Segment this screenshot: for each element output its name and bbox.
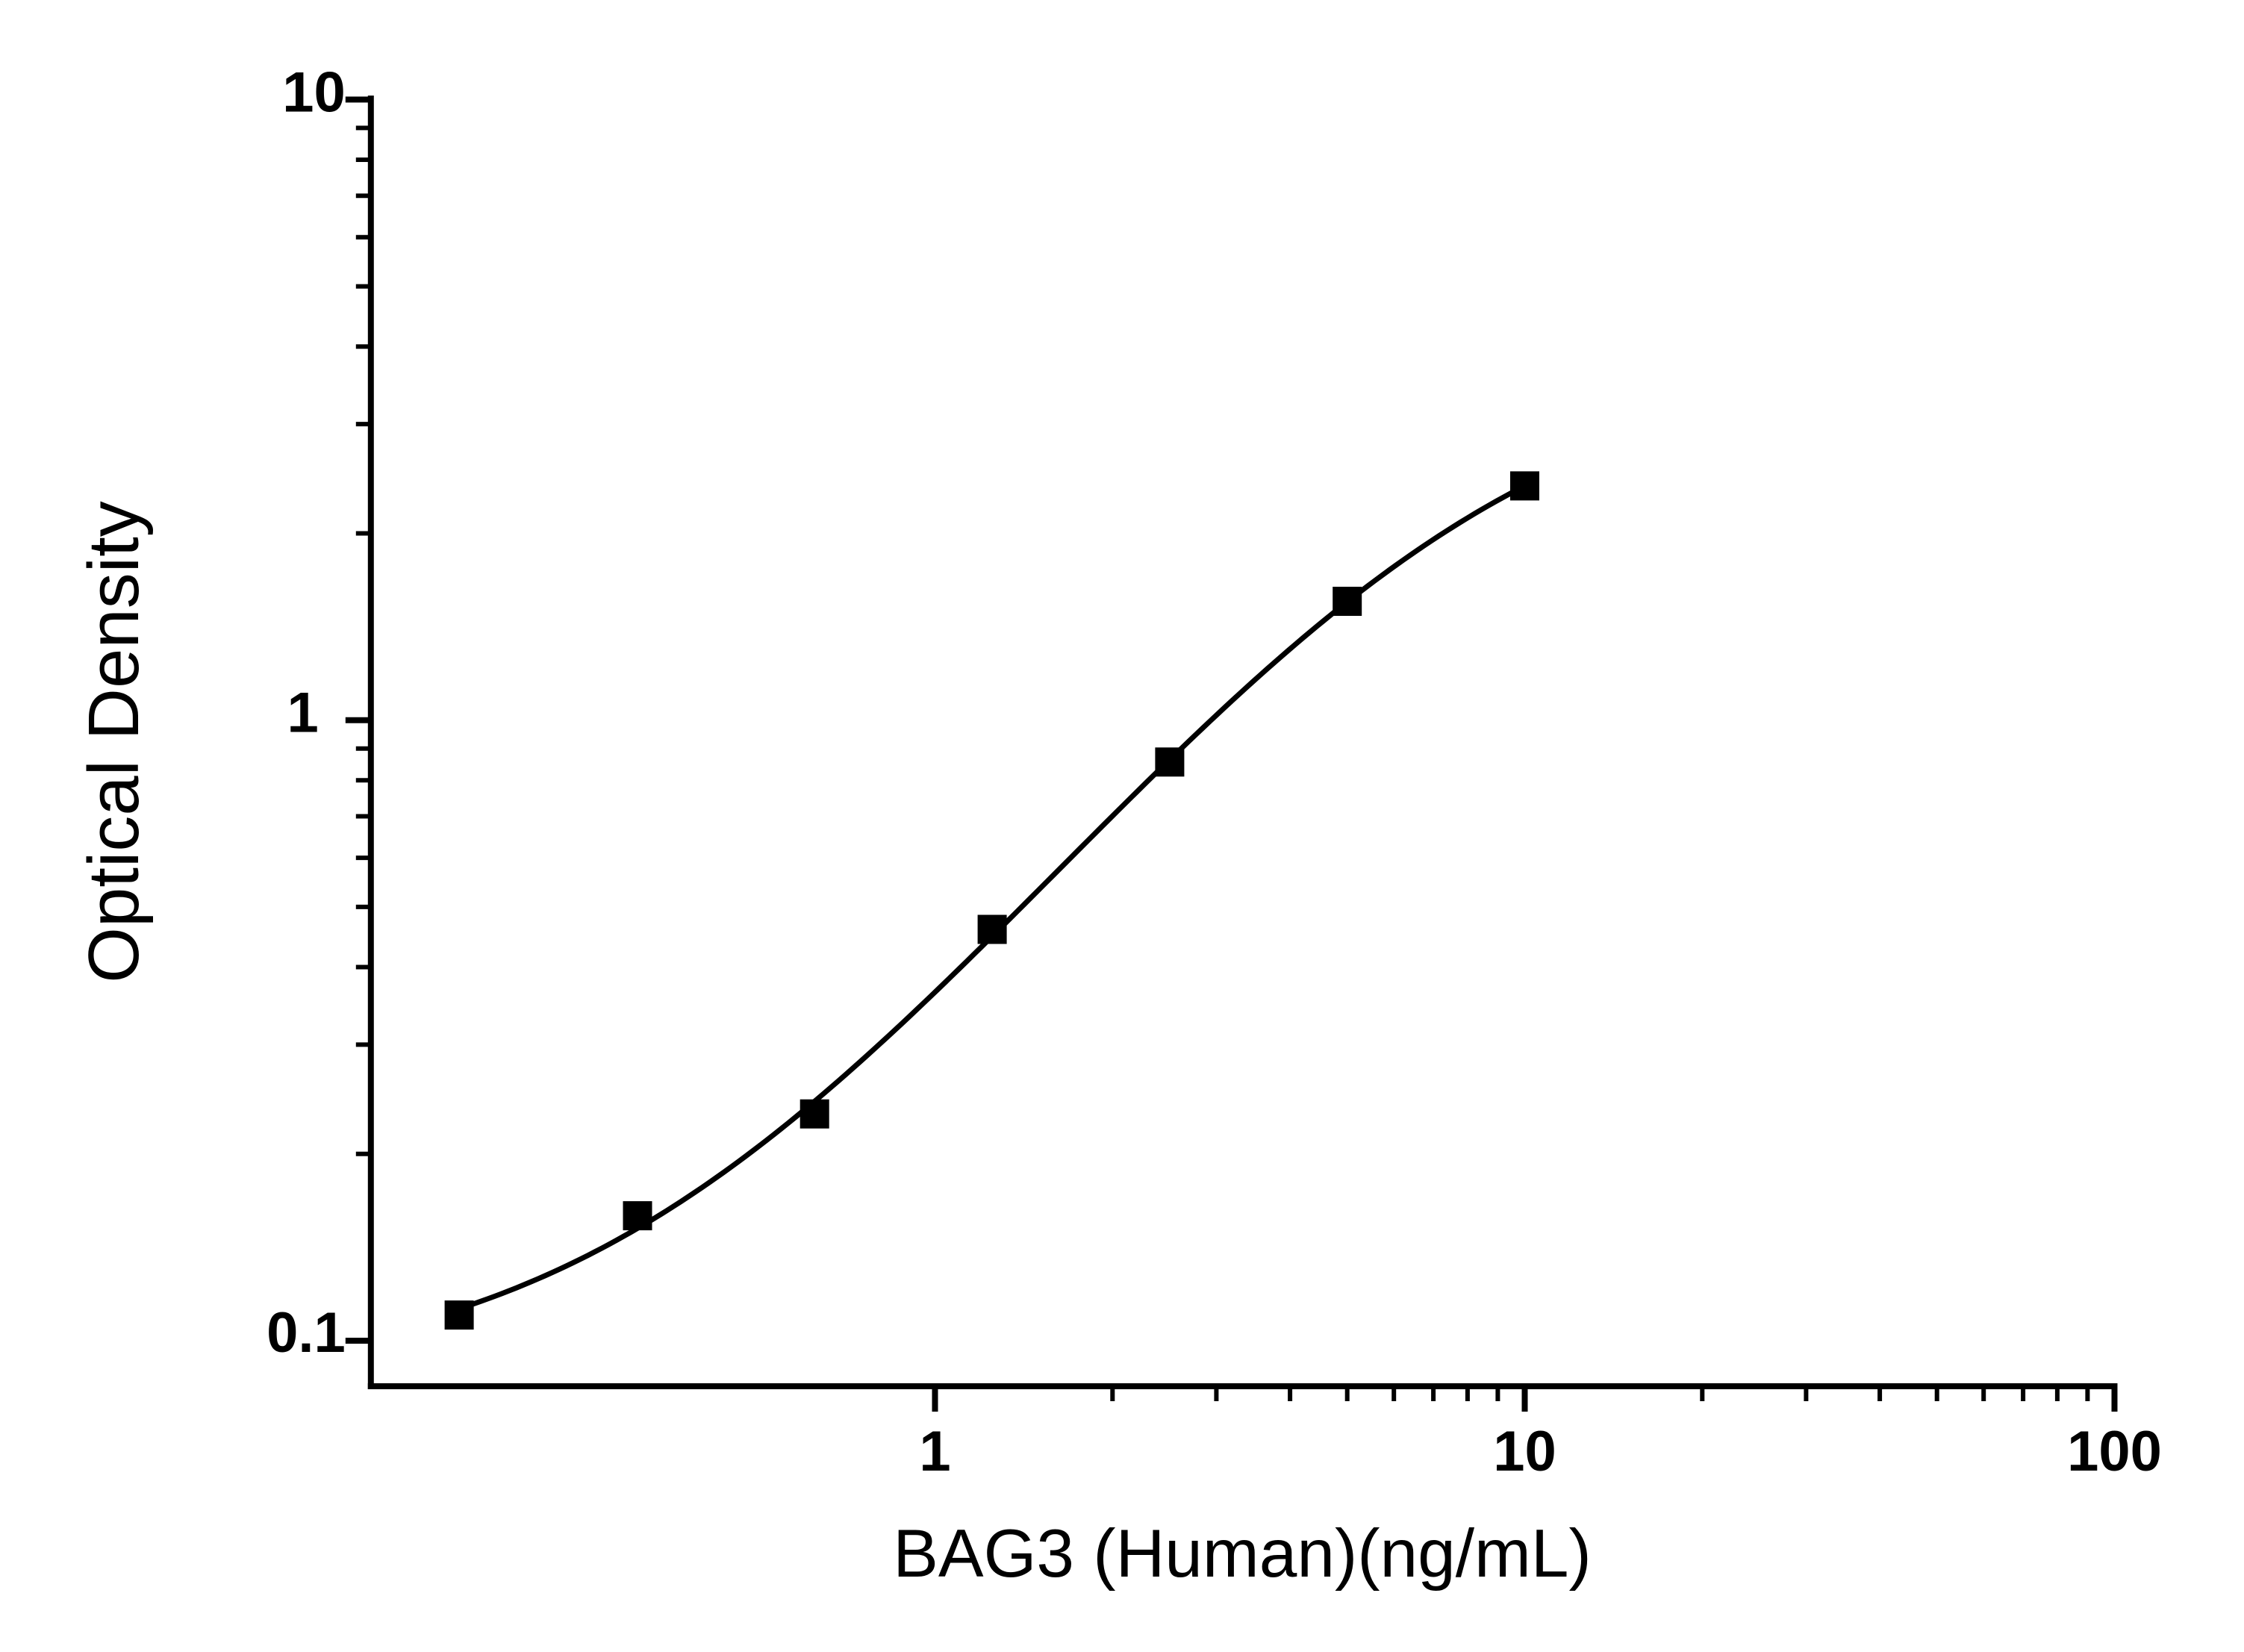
svg-text:Optical Density: Optical Density <box>74 501 154 983</box>
svg-text:BAG3 (Human)(ng/mL): BAG3 (Human)(ng/mL) <box>893 1516 1592 1592</box>
svg-text:0.1: 0.1 <box>267 1301 346 1365</box>
svg-text:1: 1 <box>919 1420 950 1483</box>
svg-text:10: 10 <box>1493 1420 1556 1483</box>
svg-text:10: 10 <box>282 60 346 124</box>
svg-text:100: 100 <box>2067 1420 2162 1483</box>
svg-text:1: 1 <box>287 682 319 745</box>
